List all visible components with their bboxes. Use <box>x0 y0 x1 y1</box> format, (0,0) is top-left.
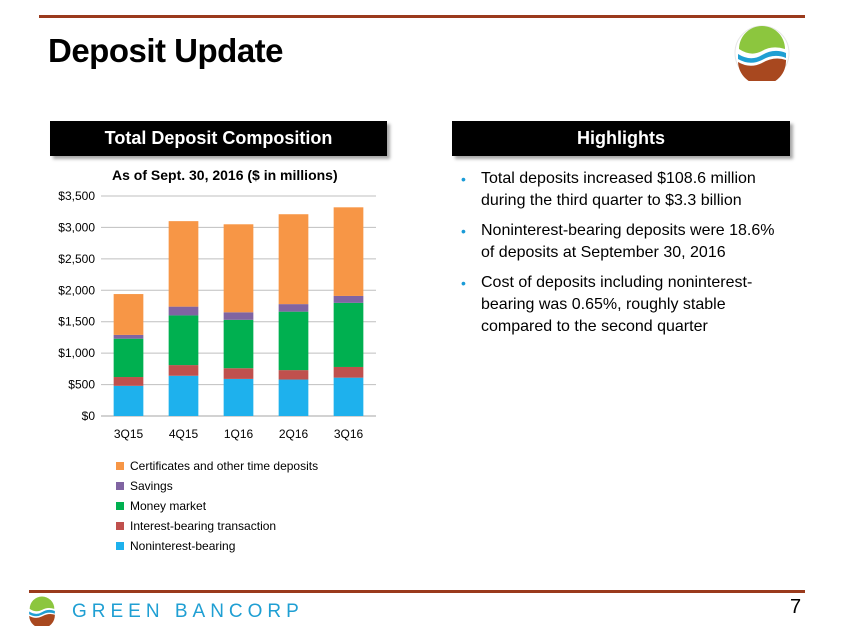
bar-segment <box>168 375 199 416</box>
y-tick-label: $1,500 <box>58 315 95 329</box>
chart-legend: Certificates and other time deposits Savi… <box>116 456 318 556</box>
legend-item: Interest-bearing transaction <box>116 516 318 536</box>
bar-segment <box>113 338 144 378</box>
bar-segment <box>278 214 309 305</box>
legend-swatch <box>116 522 124 530</box>
legend-label: Interest-bearing transaction <box>130 519 277 533</box>
bar-segment <box>168 306 199 316</box>
total-deposit-composition-banner: Total Deposit Composition <box>50 121 387 156</box>
bar-segment <box>113 377 144 386</box>
chart-title: As of Sept. 30, 2016 ($ in millions) <box>112 167 338 183</box>
legend-swatch <box>116 502 124 510</box>
bar-segment <box>223 378 254 416</box>
bar-segment <box>223 224 254 313</box>
y-tick-label: $3,500 <box>58 189 95 203</box>
bullet-icon: • <box>461 275 466 291</box>
page-number: 7 <box>790 596 802 618</box>
brand-name: GREEN BANCORP <box>72 601 304 622</box>
bar-segment <box>333 302 364 367</box>
bullet-icon: • <box>461 171 466 187</box>
highlight-item: • Cost of deposits including noninterest-… <box>459 272 789 338</box>
page-title: Deposit Update <box>48 32 284 69</box>
x-tick-label: 1Q16 <box>224 427 254 441</box>
bar-segment <box>168 221 199 307</box>
highlight-text: Total deposits increased $108.6 million … <box>481 170 756 209</box>
legend-label: Noninterest-bearing <box>130 539 236 553</box>
x-tick-label: 4Q15 <box>169 427 199 441</box>
green-bancorp-logo-icon <box>734 25 790 81</box>
bar-segment <box>333 207 364 296</box>
bar-segment <box>168 315 199 366</box>
bar-segment <box>223 319 254 369</box>
bar-segment <box>113 294 144 335</box>
x-tick-label: 3Q16 <box>334 427 364 441</box>
bullet-icon: • <box>461 223 466 239</box>
legend-label: Certificates and other time deposits <box>130 459 319 473</box>
highlight-item: • Noninterest-bearing deposits were 18.6%… <box>459 220 789 264</box>
y-tick-label: $1,000 <box>58 346 95 360</box>
bar-segment <box>113 385 144 416</box>
legend-swatch <box>116 482 124 490</box>
highlights-banner: Highlights <box>452 121 790 156</box>
bar-segment <box>223 368 254 379</box>
highlight-text: Cost of deposits including noninterest-b… <box>481 274 753 335</box>
bar-segment <box>278 304 309 312</box>
top-rule <box>39 15 805 18</box>
bar-segment <box>113 334 144 339</box>
legend-item: Noninterest-bearing <box>116 536 318 556</box>
bar-segment <box>278 311 309 371</box>
bar-segment <box>223 312 254 320</box>
legend-item: Savings <box>116 476 318 496</box>
y-tick-label: $2,500 <box>58 252 95 266</box>
bar-segment <box>278 370 309 380</box>
y-tick-label: $500 <box>68 378 95 392</box>
legend-swatch <box>116 462 124 470</box>
x-tick-label: 3Q15 <box>114 427 144 441</box>
bar-segment <box>333 366 364 378</box>
legend-item: Money market <box>116 496 318 516</box>
legend-label: Money market <box>130 499 207 513</box>
y-tick-label: $2,000 <box>58 283 95 297</box>
bottom-rule <box>29 590 805 593</box>
bar-segment <box>333 295 364 303</box>
bar-segment <box>278 379 309 416</box>
bar-segment <box>168 365 199 376</box>
green-bancorp-small-logo-icon <box>27 596 57 626</box>
legend-swatch <box>116 542 124 550</box>
y-tick-label: $0 <box>82 409 96 423</box>
highlight-item: • Total deposits increased $108.6 million… <box>459 168 789 212</box>
x-tick-label: 2Q16 <box>279 427 309 441</box>
bar-segment <box>333 377 364 416</box>
highlight-text: Noninterest-bearing deposits were 18.6% … <box>481 222 775 261</box>
legend-label: Savings <box>130 479 173 493</box>
highlights-list: • Total deposits increased $108.6 million… <box>459 168 789 346</box>
y-tick-label: $3,000 <box>58 220 95 234</box>
legend-item: Certificates and other time deposits <box>116 456 318 476</box>
